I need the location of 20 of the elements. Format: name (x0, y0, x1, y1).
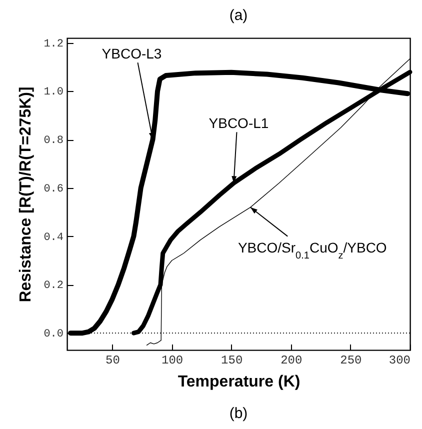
chart-title: (a) (229, 6, 248, 24)
y-tick-label: 1.0 (44, 86, 64, 99)
legend-label: YBCO/Sr$_{0.1}$CuO$_{z}$/YBCO (238, 239, 387, 261)
y-tick-label: 0.6 (44, 183, 64, 196)
x-tick-label: 50 (106, 354, 120, 368)
y-tick-label: 0.2 (44, 280, 64, 292)
text: (b) (229, 405, 248, 422)
x-tick-label: 150 (221, 354, 243, 368)
series-label: YBCO-L3 (102, 46, 162, 62)
x-tick-label: 300 (388, 354, 410, 368)
y-tick-label: 0.0 (44, 328, 64, 341)
x-tick-label: 100 (162, 354, 184, 368)
y-axis-title: Resistance [R(T)/R(T=275K)] (18, 86, 35, 302)
series-label: YBCO-L1 (208, 115, 269, 132)
y-tick-label: 1.2 (44, 38, 64, 50)
x-tick-label: 200 (280, 354, 302, 368)
x-axis-title: Temperature (K) (178, 374, 300, 390)
y-tick-label: 0.8 (44, 135, 64, 148)
y-tick-label: 0.4 (44, 232, 64, 244)
x-tick-label: 250 (340, 354, 362, 368)
